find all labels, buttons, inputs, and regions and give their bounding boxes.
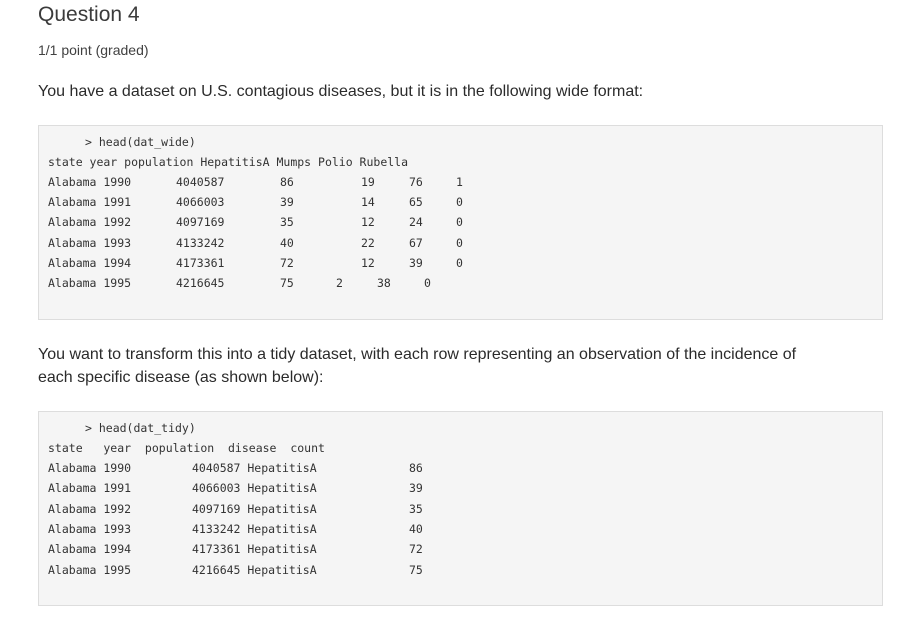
tidy-cell-count: 35	[409, 502, 423, 516]
tidy-command: > head(dat_tidy)	[85, 421, 196, 435]
wide-cell-hepatitisa: 40	[280, 236, 294, 250]
tidy-cell-population-disease: 4097169 HepatitisA	[192, 502, 317, 516]
tidy-cell-count: 72	[409, 542, 423, 556]
tidy-cell-count: 40	[409, 522, 423, 536]
wide-cell-rubella: 0	[424, 276, 431, 290]
tidy-cell-state-year: Alabama 1992	[48, 502, 132, 516]
wide-cell-state-year: Alabama 1994	[48, 256, 132, 270]
wide-cell-polio: 38	[377, 276, 391, 290]
wide-cell-mumps: 19	[361, 175, 375, 189]
tidy-cell-state-year: Alabama 1993	[48, 522, 132, 536]
tidy-cell-population-disease: 4173361 HepatitisA	[192, 542, 317, 556]
wide-cell-hepatitisa: 75	[280, 276, 294, 290]
wide-code-block: > head(dat_wide) state year population H…	[38, 125, 883, 320]
wide-cell-population: 4040587	[176, 175, 225, 189]
tidy-cell-state-year: Alabama 1990	[48, 461, 132, 475]
question-intro-text: You have a dataset on U.S. contagious di…	[38, 83, 644, 100]
wide-cell-rubella: 0	[456, 215, 463, 229]
tidy-cell-population-disease: 4066003 HepatitisA	[192, 481, 317, 495]
wide-cell-population: 4097169	[176, 215, 225, 229]
tidy-cell-state-year: Alabama 1995	[48, 563, 132, 577]
wide-cell-mumps: 12	[361, 215, 375, 229]
tidy-cell-state-year: Alabama 1994	[48, 542, 132, 556]
wide-cell-state-year: Alabama 1995	[48, 276, 132, 290]
question-title: Question 4	[38, 3, 140, 26]
wide-cell-hepatitisa: 39	[280, 195, 294, 209]
wide-cell-hepatitisa: 72	[280, 256, 294, 270]
wide-cell-state-year: Alabama 1990	[48, 175, 132, 189]
question-points: 1/1 point (graded)	[38, 42, 149, 58]
wide-cell-state-year: Alabama 1993	[48, 236, 132, 250]
wide-cell-population: 4216645	[176, 276, 225, 290]
wide-cell-hepatitisa: 86	[280, 175, 294, 189]
wide-cell-rubella: 0	[456, 256, 463, 270]
tidy-cell-population-disease: 4133242 HepatitisA	[192, 522, 317, 536]
transform-line-2: each specific disease (as shown below):	[38, 369, 324, 386]
tidy-cell-population-disease: 4216645 HepatitisA	[192, 563, 317, 577]
tidy-cell-count: 39	[409, 481, 423, 495]
tidy-cell-population-disease: 4040587 HepatitisA	[192, 461, 317, 475]
wide-cell-polio: 65	[409, 195, 423, 209]
tidy-cell-state-year: Alabama 1991	[48, 481, 132, 495]
wide-cell-mumps: 12	[361, 256, 375, 270]
wide-cell-rubella: 1	[456, 175, 463, 189]
wide-cell-polio: 24	[409, 215, 423, 229]
tidy-code-block: > head(dat_tidy) state year population d…	[38, 411, 883, 606]
wide-cell-polio: 76	[409, 175, 423, 189]
tidy-header: state year population disease count	[48, 441, 325, 455]
wide-cell-mumps: 22	[361, 236, 375, 250]
wide-cell-mumps: 2	[336, 276, 343, 290]
wide-cell-rubella: 0	[456, 236, 463, 250]
tidy-cell-count: 86	[409, 461, 423, 475]
wide-cell-population: 4133242	[176, 236, 225, 250]
wide-cell-state-year: Alabama 1992	[48, 215, 132, 229]
wide-cell-population: 4066003	[176, 195, 225, 209]
wide-header: state year population HepatitisA Mumps P…	[48, 155, 409, 169]
transform-line-1: You want to transform this into a tidy d…	[38, 346, 797, 363]
wide-cell-polio: 67	[409, 236, 423, 250]
wide-cell-state-year: Alabama 1991	[48, 195, 132, 209]
wide-cell-mumps: 14	[361, 195, 375, 209]
wide-cell-polio: 39	[409, 256, 423, 270]
wide-cell-rubella: 0	[456, 195, 463, 209]
wide-cell-population: 4173361	[176, 256, 225, 270]
question-transform-text: You want to transform this into a tidy d…	[38, 343, 796, 389]
wide-cell-hepatitisa: 35	[280, 215, 294, 229]
wide-command: > head(dat_wide)	[85, 135, 196, 149]
tidy-cell-count: 75	[409, 563, 423, 577]
